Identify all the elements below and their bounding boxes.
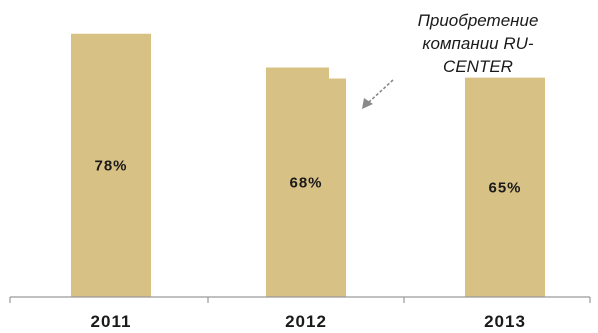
value-labels-group: 78% 68% 65% (94, 157, 521, 196)
annotation-arrow (368, 79, 394, 103)
annotation-arrow-head (362, 98, 373, 109)
bars-group (71, 33, 545, 297)
bar-2012 (266, 67, 346, 297)
annotation-line-3: CENTER (443, 57, 513, 76)
value-label-2012: 68% (289, 174, 322, 191)
x-axis-ticks (9, 297, 591, 303)
x-axis-labels: 2011 2012 2013 (91, 312, 526, 331)
bar-2011 (71, 33, 151, 297)
bar-2013 (465, 77, 545, 297)
x-tick-label-2013: 2013 (484, 312, 526, 331)
x-tick-label-2012: 2012 (285, 312, 327, 331)
bar-2012-notch (329, 67, 346, 79)
x-tick-label-2011: 2011 (91, 312, 132, 331)
annotation-line-1: Приобретение (418, 11, 539, 30)
value-label-2013: 65% (488, 179, 521, 196)
annotation-line-2: компании RU- (422, 34, 533, 53)
value-label-2011: 78% (94, 157, 127, 174)
annotation: Приобретение компании RU- CENTER (362, 11, 538, 109)
